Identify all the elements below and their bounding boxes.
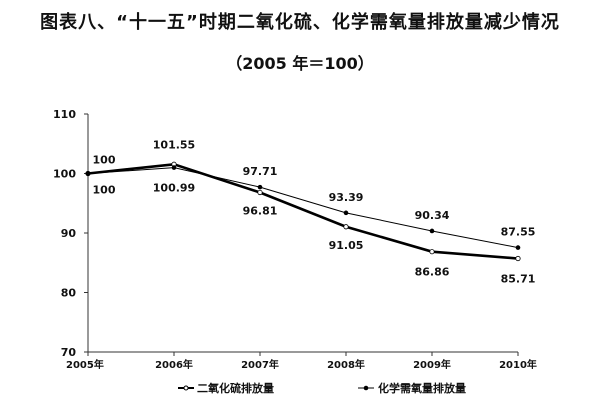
data-label: 91.05 bbox=[329, 239, 364, 252]
data-point-so2 bbox=[515, 255, 521, 262]
chart-subtitle: （2005 年＝100） bbox=[226, 54, 374, 73]
y-tick-label: 80 bbox=[61, 287, 77, 300]
x-tick-label: 2010年 bbox=[499, 358, 537, 371]
y-tick-label: 100 bbox=[53, 168, 76, 181]
data-point-so2 bbox=[343, 224, 349, 230]
y-tick-label: 90 bbox=[61, 227, 77, 240]
data-label: 96.81 bbox=[243, 204, 278, 217]
x-tick-label: 2007年 bbox=[241, 358, 279, 371]
legend-label-so2: 二氧化硫排放量 bbox=[197, 381, 274, 395]
data-label: 93.39 bbox=[329, 191, 364, 204]
data-point-so2 bbox=[429, 249, 435, 255]
data-label: 100.99 bbox=[153, 182, 195, 195]
data-label: 85.71 bbox=[501, 273, 536, 286]
data-point-so2 bbox=[257, 189, 263, 196]
data-point-cod bbox=[171, 165, 177, 170]
data-point-cod bbox=[429, 228, 435, 234]
x-tick-label: 2008年 bbox=[327, 358, 365, 371]
data-label: 97.71 bbox=[243, 165, 278, 178]
data-label: 87.55 bbox=[501, 226, 536, 239]
y-tick-label: 70 bbox=[61, 346, 77, 359]
chart-title: 图表八、“十一五”时期二氧化硫、化学需氧量排放量减少情况 bbox=[40, 12, 560, 33]
data-label: 101.55 bbox=[153, 138, 195, 151]
data-label: 86.86 bbox=[415, 266, 450, 279]
legend-label-cod: 化学需氧量排放量 bbox=[378, 381, 466, 395]
data-label: 90.34 bbox=[415, 209, 450, 222]
legend-marker-so2 bbox=[183, 385, 189, 391]
x-tick-label: 2006年 bbox=[155, 358, 193, 371]
x-tick-label: 2005年 bbox=[66, 358, 104, 371]
data-point-cod bbox=[515, 245, 521, 250]
data-point-cod bbox=[343, 210, 349, 216]
data-label: 100 bbox=[93, 154, 116, 167]
data-point-cod bbox=[85, 171, 91, 176]
data-point-cod bbox=[257, 184, 263, 190]
series-line-cod bbox=[87, 167, 519, 249]
legend-marker-cod bbox=[363, 385, 369, 391]
y-tick-label: 110 bbox=[53, 108, 76, 121]
x-tick-label: 2009年 bbox=[413, 358, 451, 371]
data-label: 100 bbox=[93, 184, 116, 197]
series-line-so2 bbox=[87, 162, 519, 260]
